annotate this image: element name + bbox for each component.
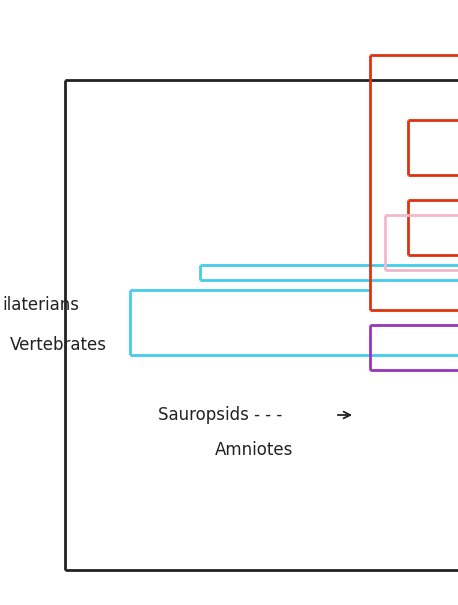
Text: ilaterians: ilaterians: [2, 296, 79, 314]
Text: Vertebrates: Vertebrates: [10, 336, 107, 354]
Text: Amniotes: Amniotes: [215, 441, 294, 459]
Text: Sauropsids - - -: Sauropsids - - -: [158, 406, 282, 424]
